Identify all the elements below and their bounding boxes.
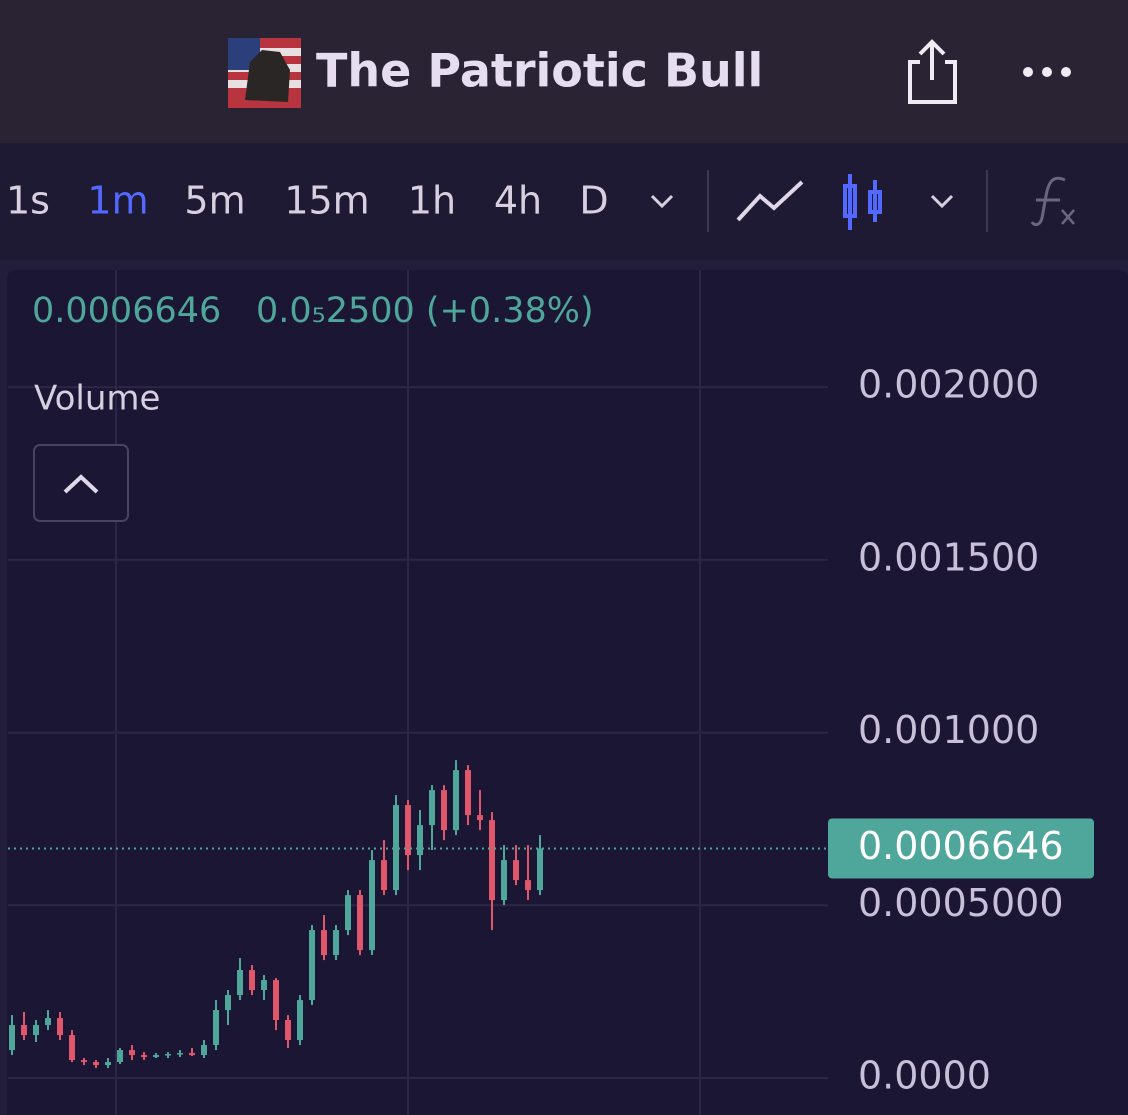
indicators-button[interactable] [1030,176,1075,227]
candle-body [45,1018,51,1026]
interval-button[interactable]: 1h [408,179,456,223]
interval-button[interactable]: 1m [87,179,148,223]
interval-button[interactable]: 4h [494,179,542,223]
candle-body [93,1062,99,1066]
candle-body [441,790,447,831]
candle-body [177,1053,183,1055]
candle-body [501,860,507,901]
candle-body [381,860,387,891]
header-bar [0,0,1128,143]
candle-body [57,1018,63,1036]
candle-body [201,1045,207,1056]
interval-dropdown[interactable] [650,194,674,209]
avatar [228,38,301,108]
candle-body [81,1060,87,1063]
interval-button[interactable]: 1s [6,179,50,223]
candle-body [465,770,471,816]
collapse-button[interactable] [33,444,129,522]
candle-body [261,980,267,991]
candle-body [21,1025,27,1036]
candle-body [525,880,531,891]
candle-body [357,895,363,951]
candle-body [309,930,315,1001]
candle-body [141,1055,147,1058]
candle-body [429,790,435,826]
candle-body [345,895,351,931]
candle-body [369,860,375,951]
legend-change: 0.0₅2500 (+0.38%) [256,291,594,331]
y-tick-label: 0.0000 [858,1054,991,1098]
candle-body [69,1035,75,1061]
toolbar-bar [0,143,1128,260]
candle-body [33,1025,39,1036]
page-title: The Patriotic Bull [316,44,763,98]
candle-body [453,770,459,831]
y-tick-label: 0.001500 [858,535,1039,579]
candle-body [117,1050,123,1063]
candle-body [285,1020,291,1041]
chart [8,386,828,1080]
share-button[interactable] [908,39,957,104]
candle-body [273,980,279,1021]
candle-body [537,848,543,891]
legend-price: 0.0006646 [32,291,221,331]
candle-body [9,1025,15,1051]
candle-body [393,805,399,891]
candle-body [237,970,243,996]
indicator-label: Volume [34,379,160,419]
candle-body [489,820,495,901]
candle-body [189,1053,195,1056]
candle-body [105,1062,111,1066]
chart-type-dropdown[interactable] [930,194,954,209]
candle-body [165,1054,171,1056]
interval-button[interactable]: 5m [184,179,245,223]
candle-body [477,815,483,821]
candle-chart-button[interactable] [843,174,882,230]
candle-body [513,860,519,881]
interval-button[interactable]: 15m [284,179,369,223]
candle-body [249,970,255,991]
y-tick-label: 0.002000 [858,363,1039,407]
last-price-badge [828,818,1094,879]
candle-body [129,1050,135,1056]
y-tick-label: 0.001000 [858,708,1039,752]
chart-panel [7,270,1128,1115]
candle-body [417,825,423,856]
candle-body [405,805,411,856]
candle-body [225,995,231,1011]
candle-body [213,1010,219,1046]
candle-body [321,930,327,956]
line-chart-button[interactable] [736,180,804,222]
y-tick-label: 0.0005000 [858,881,1064,925]
candle-body [153,1055,159,1058]
candle-body [333,930,339,956]
vertical-grid [115,270,701,1115]
last-price-label: 0.0006646 [858,824,1064,868]
candle-body [297,1000,303,1041]
more-button[interactable] [1023,67,1071,77]
interval-button[interactable]: D [579,179,608,223]
